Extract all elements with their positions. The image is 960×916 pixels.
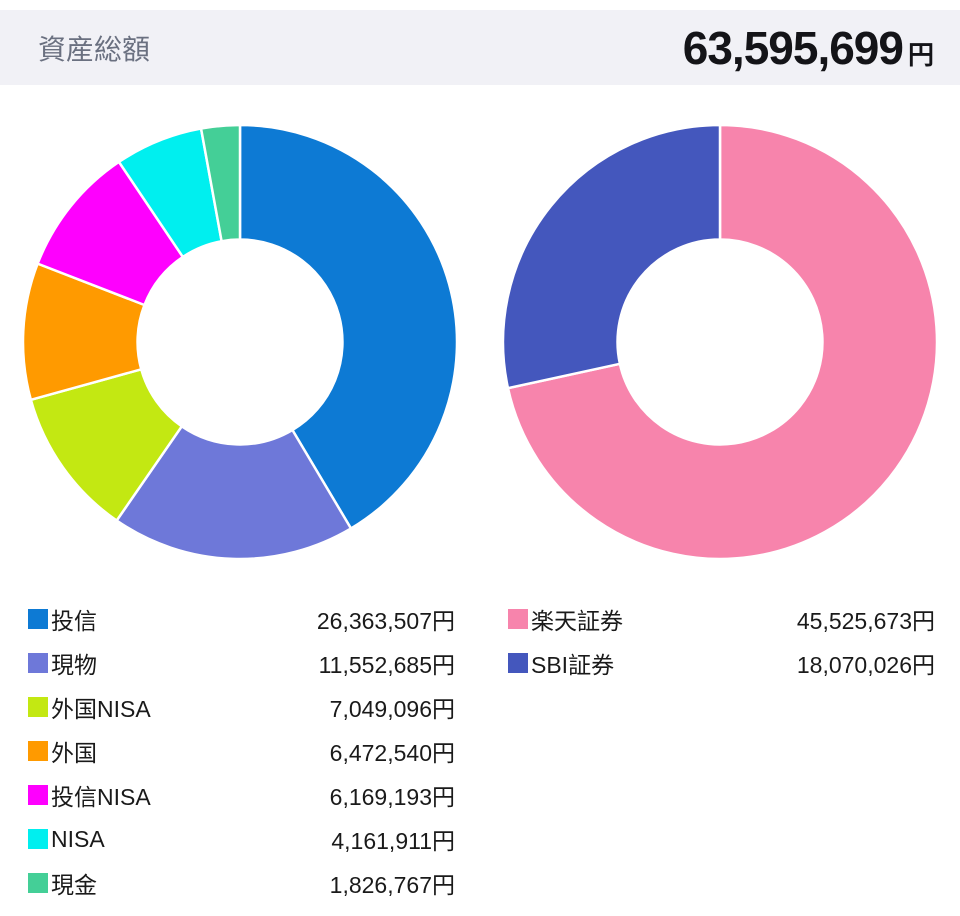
legend-swatch	[508, 609, 528, 629]
legend-label: 外国NISA	[51, 696, 151, 722]
donut-charts-row	[0, 124, 960, 560]
total-assets-label: 資産総額	[38, 33, 151, 65]
legend-item-genkin: 現金 1,826,767円	[28, 861, 455, 905]
legend-value: 7,049,096円	[329, 696, 455, 722]
legends-row: 投信 26,363,507円 現物 11,552,685円 外国NISA 7,0…	[0, 597, 960, 905]
legend-label: 外国	[51, 740, 97, 766]
total-assets-value: 63,595,699	[682, 21, 904, 74]
asset-class-donut-chart	[22, 124, 458, 560]
donut-slice-現物	[115, 425, 353, 560]
legend-item-gaikoku: 外国 6,472,540円	[28, 729, 455, 773]
legend-swatch	[28, 609, 48, 629]
legend-value: 11,552,685円	[318, 652, 455, 678]
legend-swatch	[28, 697, 48, 717]
legend-label: NISA	[51, 825, 105, 852]
legend-swatch	[28, 741, 48, 761]
legend-item-toushin: 投信 26,363,507円	[28, 597, 455, 641]
legend-swatch	[28, 653, 48, 673]
total-assets-amount: 63,595,699 円	[683, 21, 934, 75]
legend-value: 18,070,026円	[796, 652, 935, 678]
legend-label: 現金	[51, 872, 97, 898]
legend-label: 楽天証券	[531, 608, 623, 634]
legend-label: 投信NISA	[51, 784, 151, 810]
legend-label: 投信	[51, 608, 97, 634]
legend-value: 6,169,193円	[329, 784, 455, 810]
brokerage-donut-chart	[502, 124, 938, 560]
total-assets-header: 資産総額 63,595,699 円	[0, 10, 960, 85]
brokerage-legend: 楽天証券 45,525,673円 SBI証券 18,070,026円	[508, 597, 935, 685]
legend-item-gaikoku-nisa: 外国NISA 7,049,096円	[28, 685, 455, 729]
donut-slice-楽天証券	[506, 124, 938, 560]
legend-swatch	[28, 785, 48, 805]
legend-item-rakuten: 楽天証券 45,525,673円	[508, 597, 935, 641]
legend-value: 45,525,673円	[796, 608, 935, 634]
legend-item-toushin-nisa: 投信NISA 6,169,193円	[28, 773, 455, 817]
legend-item-genbutsu: 現物 11,552,685円	[28, 641, 455, 685]
legend-item-sbi: SBI証券 18,070,026円	[508, 641, 935, 685]
legend-label: SBI証券	[531, 652, 615, 678]
legend-swatch	[28, 873, 48, 893]
donut-slice-SBI証券	[502, 124, 722, 390]
legend-value: 26,363,507円	[316, 608, 455, 634]
asset-class-legend: 投信 26,363,507円 現物 11,552,685円 外国NISA 7,0…	[28, 597, 455, 905]
legend-value: 4,161,911円	[331, 828, 455, 854]
legend-value: 1,826,767円	[329, 872, 455, 898]
currency-unit: 円	[907, 39, 934, 70]
legend-value: 6,472,540円	[329, 740, 455, 766]
donut-slice-投信	[238, 124, 458, 530]
donut-slice-現金	[199, 124, 242, 243]
legend-swatch	[508, 653, 528, 673]
legend-item-nisa: NISA 4,161,911円	[28, 817, 455, 861]
legend-swatch	[28, 829, 48, 849]
legend-label: 現物	[51, 652, 97, 678]
